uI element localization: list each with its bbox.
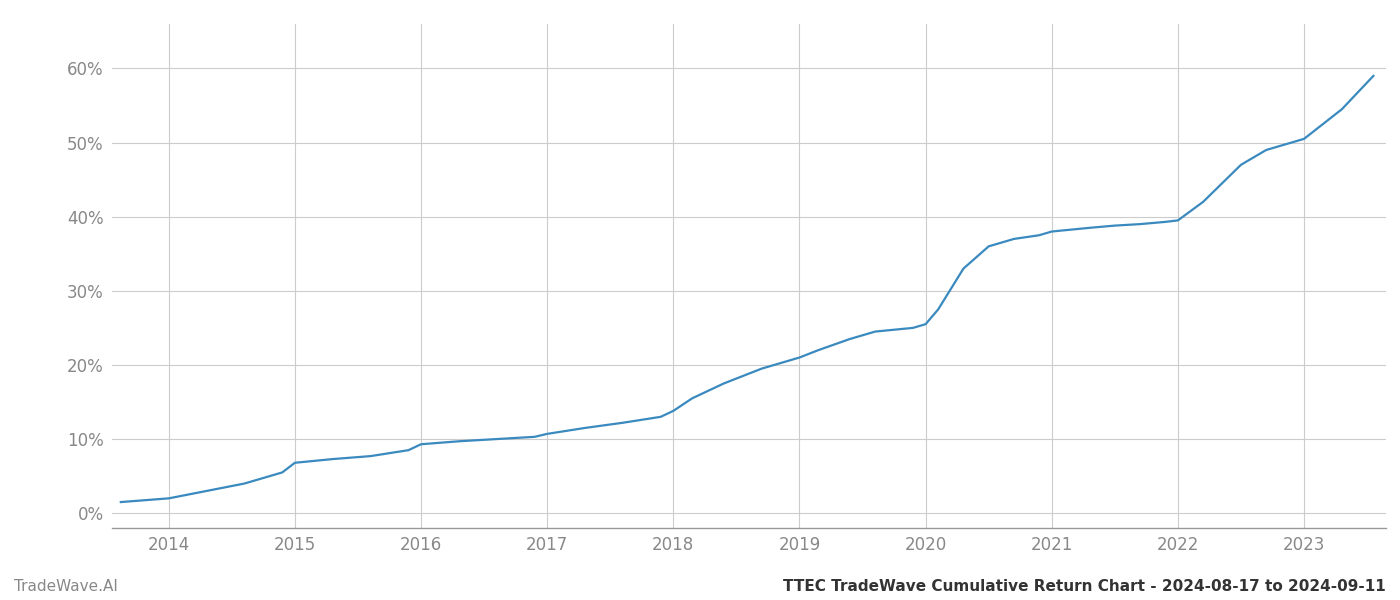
Text: TTEC TradeWave Cumulative Return Chart - 2024-08-17 to 2024-09-11: TTEC TradeWave Cumulative Return Chart -… xyxy=(783,579,1386,594)
Text: TradeWave.AI: TradeWave.AI xyxy=(14,579,118,594)
